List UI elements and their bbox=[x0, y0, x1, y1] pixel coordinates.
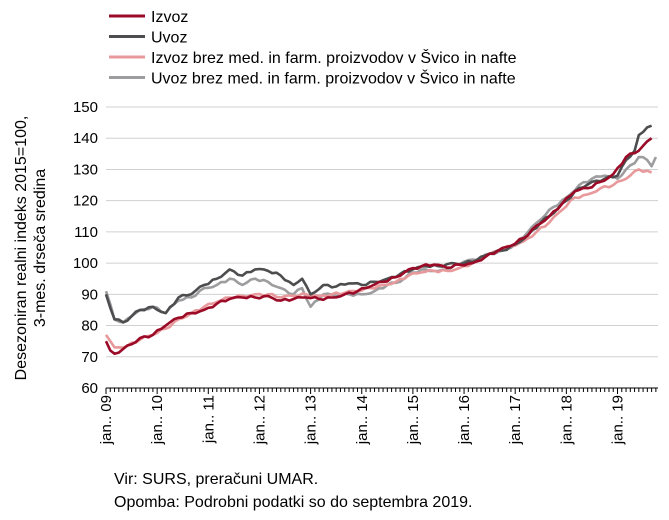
x-tick-label: jan.. 16 bbox=[456, 395, 473, 445]
legend-label: Izvoz bbox=[151, 9, 188, 26]
y-tick-label: 90 bbox=[81, 286, 98, 303]
y-tick-label: 60 bbox=[81, 380, 98, 397]
x-tick-label: jan.. 10 bbox=[149, 395, 166, 445]
x-tick-label: jan.. 12 bbox=[251, 395, 268, 445]
series-line-3 bbox=[104, 168, 653, 350]
y-tick-label: 80 bbox=[81, 318, 98, 335]
series-lines bbox=[104, 124, 658, 356]
legend-label: Uvoz brez med. in farm. proizvodov v Švi… bbox=[151, 69, 516, 88]
x-tick-label: jan.. 18 bbox=[558, 395, 575, 445]
x-tick-label: jan.. 19 bbox=[610, 395, 627, 445]
y-tick-label: 140 bbox=[73, 130, 98, 147]
x-tick-label: jan.. 09 bbox=[98, 395, 115, 445]
legend-label: Izvoz brez med. in farm. proizvodov v Šv… bbox=[151, 48, 517, 67]
legend-label: Uvoz bbox=[151, 30, 187, 47]
series-line-2 bbox=[104, 124, 653, 324]
y-axis-title-line-1: Desezoniran realni indeks 2015=100, bbox=[13, 116, 30, 381]
remark-note: Opomba: Podrobni podatki so do septembra… bbox=[114, 494, 473, 511]
y-axis-ticks: 60 70 80 90 100 110 120 130 140 150 bbox=[73, 99, 98, 397]
y-tick-label: 100 bbox=[73, 255, 98, 272]
x-tick-label: jan.. 15 bbox=[405, 395, 422, 445]
y-tick-label: 70 bbox=[81, 349, 98, 366]
y-tick-label: 130 bbox=[73, 161, 98, 178]
y-tick-label: 120 bbox=[73, 193, 98, 210]
y-tick-label: 150 bbox=[73, 99, 98, 116]
series-line-1 bbox=[104, 137, 653, 356]
y-tick-label: 110 bbox=[74, 224, 98, 241]
x-tick-label: jan.. 13 bbox=[303, 395, 320, 445]
x-tick-label: jan.. 17 bbox=[507, 395, 524, 445]
x-axis: jan.. 09 jan.. 10 jan.. 11 jan.. 12 jan.. 13… bbox=[98, 387, 658, 445]
source-note: Vir: SURS, preračuni UMAR. bbox=[114, 471, 319, 488]
gridlines bbox=[106, 106, 658, 358]
series-line-4 bbox=[104, 155, 658, 324]
x-tick-label: jan.. 14 bbox=[354, 395, 371, 445]
y-axis-title-line-2: 3-mes. drseča sredina bbox=[32, 169, 49, 327]
x-tick-label: jan.. 11 bbox=[200, 395, 217, 444]
